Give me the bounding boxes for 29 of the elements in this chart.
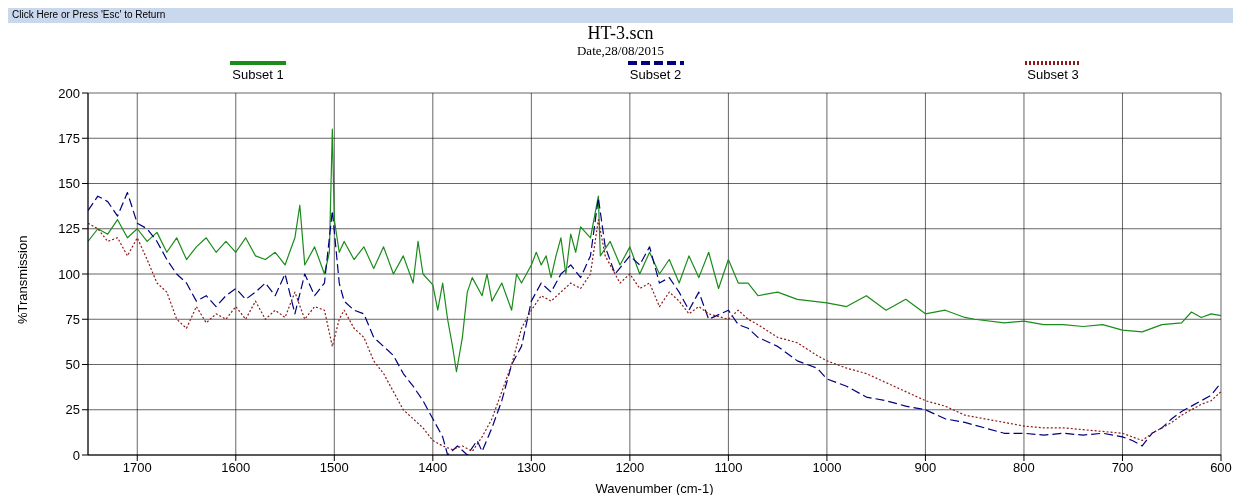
y-tick-label: 100	[58, 266, 80, 282]
x-tick-label: 1200	[615, 460, 645, 476]
legend-label: Subset 2	[629, 67, 682, 82]
x-tick-label: 900	[914, 460, 937, 476]
legend-label: Subset 1	[232, 67, 284, 82]
y-tick-label: 200	[58, 85, 80, 101]
chart-title: HT-3.scn	[586, 23, 655, 43]
x-tick-label: 1500	[319, 460, 349, 476]
y-tick-label: 0	[72, 447, 80, 463]
x-tick-label: 1700	[122, 460, 152, 476]
chart-subtitle: Date,28/08/2015	[576, 43, 665, 59]
y-tick-label: 25	[65, 402, 80, 418]
y-tick-label: 125	[58, 221, 80, 237]
y-tick-label: 175	[58, 130, 80, 146]
x-tick-label: 1600	[221, 460, 251, 476]
x-tick-label: 800	[1013, 460, 1035, 476]
x-tick-label: 1100	[714, 460, 743, 476]
x-tick-label: 1400	[418, 460, 448, 476]
legend-label: Subset 3	[1027, 67, 1079, 82]
x-tick-label: 1000	[812, 460, 842, 476]
y-tick-label: 50	[65, 357, 80, 373]
y-tick-label: 150	[58, 176, 80, 192]
y-tick-label: 75	[65, 311, 80, 327]
y-axis-title: %Transmission	[14, 235, 30, 324]
text: Click Here or Press 'Esc' to Return	[8, 8, 1233, 23]
x-axis-title: Wavenumber (cm-1)	[595, 481, 714, 496]
x-tick-label: 700	[1111, 460, 1134, 476]
x-tick-label: 1300	[516, 460, 546, 476]
x-tick-label: 600	[1210, 460, 1232, 476]
